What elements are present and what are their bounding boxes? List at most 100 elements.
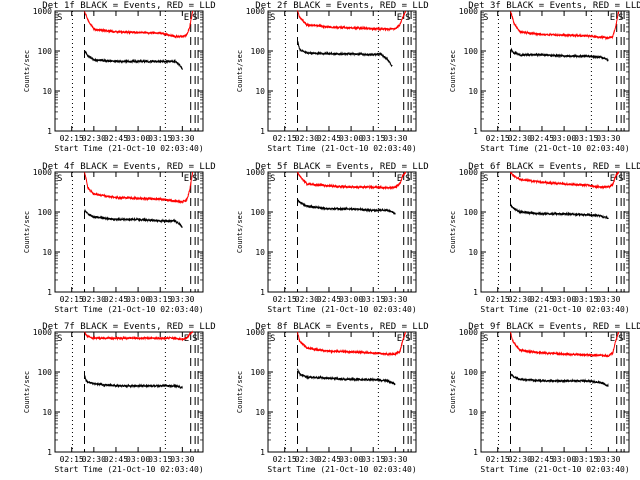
series-line-lld: [297, 171, 407, 191]
y-tick-label: 10: [255, 408, 265, 417]
plot-frame: [480, 10, 630, 132]
y-axis-label: Counts/sec: [236, 371, 244, 413]
end-marker: E: [397, 334, 402, 344]
x-tick-label: 02:45: [530, 455, 554, 464]
x-tick-label: 02:30: [508, 455, 532, 464]
x-tick-label: 02:30: [82, 455, 106, 464]
x-axis-label: Start Time (21-Oct-10 02:03:40): [267, 144, 416, 153]
x-axis-label: Start Time (21-Oct-10 02:03:40): [54, 305, 203, 314]
x-tick-label: 02:45: [104, 134, 128, 143]
x-tick-label: 03:30: [383, 295, 407, 304]
start-marker: S: [57, 13, 62, 23]
plot-frame: [267, 10, 417, 132]
start-marker: S: [57, 334, 62, 344]
chart-title: Det 7f BLACK = Events, RED = LLD: [42, 322, 215, 332]
y-axis-label: Counts/sec: [449, 50, 457, 92]
y-tick-label: 1000: [459, 168, 478, 177]
x-tick-label: 03:15: [574, 295, 598, 304]
plot-frame: [54, 331, 204, 453]
start-marker: S: [618, 174, 623, 184]
start-marker: S: [57, 174, 62, 184]
series-line-events: [510, 202, 609, 220]
y-tick-label: 1000: [246, 328, 265, 337]
y-tick-label: 1: [473, 127, 478, 136]
end-marker: E: [610, 334, 615, 344]
series-line-events: [84, 208, 183, 228]
chart-title: Det 6f BLACK = Events, RED = LLD: [468, 162, 640, 172]
panel-5: Det 5f BLACK = Events, RED = LLD 1 10 100 10…: [236, 162, 429, 314]
x-tick-label: 03:00: [552, 455, 576, 464]
panel-8: Det 8f BLACK = Events, RED = LLD 1 10 100 10…: [236, 322, 429, 474]
x-axis-label: Start Time (21-Oct-10 02:03:40): [480, 144, 629, 153]
x-tick-label: 02:45: [317, 295, 341, 304]
x-tick-label: 02:15: [60, 455, 84, 464]
x-tick-label: 03:15: [361, 134, 385, 143]
x-tick-label: 03:00: [552, 134, 576, 143]
series-line-events: [510, 47, 609, 62]
x-tick-label: 03:30: [383, 134, 407, 143]
series-line-events: [84, 375, 183, 389]
series-line-events: [510, 373, 609, 387]
plot-frame: [267, 171, 417, 293]
y-axis-label: Counts/sec: [236, 50, 244, 92]
y-tick-label: 10: [255, 87, 265, 96]
y-axis-label: Counts/sec: [236, 211, 244, 253]
x-tick-label: 03:00: [339, 134, 363, 143]
y-tick-label: 100: [464, 47, 479, 56]
x-tick-label: 03:15: [574, 455, 598, 464]
x-tick-label: 02:45: [317, 134, 341, 143]
start-marker: S: [618, 13, 623, 23]
x-tick-label: 03:15: [148, 295, 172, 304]
y-tick-label: 10: [468, 408, 478, 417]
x-tick-label: 02:30: [82, 295, 106, 304]
x-axis-label: Start Time (21-Oct-10 02:03:40): [54, 465, 203, 474]
end-marker: E: [184, 13, 189, 23]
y-axis-label: Counts/sec: [449, 211, 457, 253]
y-tick-label: 1: [47, 448, 52, 457]
chart-title: Det 9f BLACK = Events, RED = LLD: [468, 322, 640, 332]
x-tick-label: 02:45: [104, 455, 128, 464]
start-marker: S: [270, 334, 275, 344]
end-marker: E: [610, 13, 615, 23]
y-tick-label: 1000: [459, 7, 478, 16]
start-marker: S: [405, 334, 410, 344]
y-tick-label: 1: [260, 288, 265, 297]
chart-title: Det 5f BLACK = Events, RED = LLD: [255, 162, 428, 172]
end-marker: E: [397, 13, 402, 23]
x-tick-label: 03:30: [596, 295, 620, 304]
panel-7: Det 7f BLACK = Events, RED = LLD 1 10 100 10…: [23, 322, 216, 474]
plot-frame: [480, 331, 630, 453]
y-tick-label: 100: [38, 208, 53, 217]
x-tick-label: 02:30: [295, 134, 319, 143]
x-tick-label: 02:30: [508, 295, 532, 304]
x-tick-label: 02:30: [295, 455, 319, 464]
y-axis-label: Counts/sec: [449, 371, 457, 413]
start-marker: S: [192, 174, 197, 184]
series-line-lld: [84, 10, 194, 39]
x-tick-label: 03:30: [596, 455, 620, 464]
y-tick-label: 100: [251, 47, 266, 56]
start-marker: S: [405, 13, 410, 23]
y-tick-label: 1000: [33, 328, 52, 337]
x-tick-label: 02:15: [486, 134, 510, 143]
start-marker: S: [483, 174, 488, 184]
series-line-events: [297, 368, 396, 386]
plot-frame: [267, 331, 417, 453]
chart-title: Det 8f BLACK = Events, RED = LLD: [255, 322, 428, 332]
y-tick-label: 10: [42, 248, 52, 257]
panel-1: Det 1f BLACK = Events, RED = LLD 1 10 100 10…: [23, 1, 216, 153]
x-tick-label: 03:00: [339, 295, 363, 304]
y-tick-label: 10: [468, 248, 478, 257]
x-tick-label: 02:15: [486, 455, 510, 464]
start-marker: S: [618, 334, 623, 344]
y-tick-label: 1: [473, 448, 478, 457]
x-tick-label: 03:30: [170, 134, 194, 143]
panel-4: Det 4f BLACK = Events, RED = LLD 1 10 100 10…: [23, 162, 216, 314]
start-marker: S: [270, 174, 275, 184]
panel-6: Det 6f BLACK = Events, RED = LLD 1 10 100 10…: [449, 162, 640, 314]
x-axis-label: Start Time (21-Oct-10 02:03:40): [267, 305, 416, 314]
series-line-events: [297, 199, 396, 216]
series-line-lld: [297, 331, 407, 357]
series-line-lld: [84, 330, 194, 342]
